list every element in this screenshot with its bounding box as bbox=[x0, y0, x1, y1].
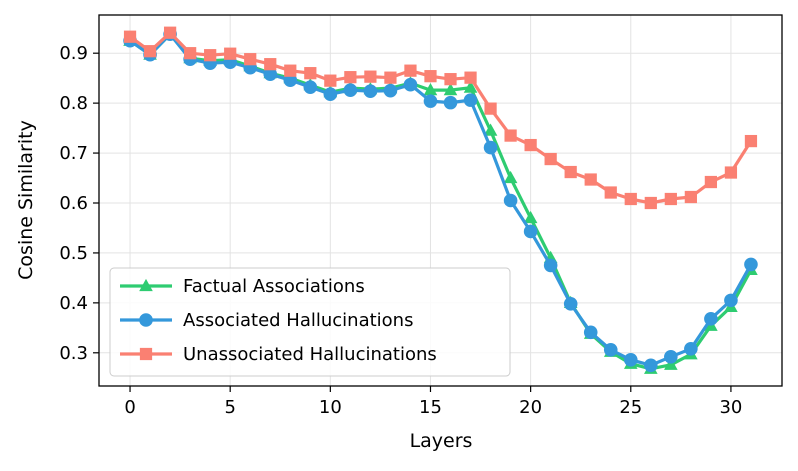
data-point bbox=[444, 73, 457, 86]
y-tick-label: 0.5 bbox=[59, 243, 88, 264]
data-point bbox=[644, 196, 657, 210]
data-point bbox=[744, 257, 758, 272]
data-point bbox=[143, 45, 157, 58]
data-point bbox=[504, 129, 517, 142]
x-tick-label: 15 bbox=[419, 397, 442, 418]
data-point bbox=[704, 312, 718, 326]
series-line bbox=[129, 31, 753, 205]
data-point bbox=[523, 224, 538, 239]
data-point bbox=[724, 166, 738, 179]
data-point bbox=[463, 93, 478, 107]
data-point bbox=[583, 325, 598, 340]
data-point bbox=[163, 26, 177, 39]
data-point bbox=[503, 193, 518, 208]
data-point bbox=[423, 94, 438, 108]
legend-marker bbox=[139, 347, 153, 361]
data-point bbox=[664, 192, 677, 206]
x-tick-label: 5 bbox=[224, 397, 235, 418]
data-point bbox=[443, 83, 458, 96]
y-tick-label: 0.4 bbox=[59, 293, 88, 314]
legend-label: Unassociated Hallucinations bbox=[183, 344, 437, 365]
x-tick-label: 10 bbox=[319, 397, 342, 418]
legend-label: Factual Associations bbox=[183, 276, 365, 297]
x-tick-label: 30 bbox=[719, 397, 742, 418]
data-point bbox=[364, 70, 377, 83]
data-point bbox=[464, 71, 477, 84]
data-point bbox=[303, 80, 318, 94]
data-point bbox=[443, 95, 458, 110]
x-tick-label: 0 bbox=[124, 397, 135, 418]
data-point bbox=[284, 64, 297, 77]
data-point bbox=[264, 58, 277, 71]
y-axis: 0.3 0.4 0.5 0.6 0.7 0.8 0.9 bbox=[59, 43, 99, 364]
data-point bbox=[644, 358, 658, 373]
data-point bbox=[244, 53, 257, 66]
data-point bbox=[403, 77, 418, 92]
data-point bbox=[344, 71, 357, 84]
y-tick-label: 0.9 bbox=[59, 43, 88, 64]
x-tick-label: 25 bbox=[619, 397, 642, 418]
y-tick-label: 0.6 bbox=[59, 193, 88, 214]
legend-label: Associated Hallucinations bbox=[183, 310, 413, 331]
data-point bbox=[423, 83, 438, 96]
data-point bbox=[664, 349, 678, 364]
x-axis: 0 5 10 15 20 25 30 bbox=[124, 386, 742, 418]
data-point bbox=[224, 47, 237, 60]
data-point bbox=[343, 83, 358, 97]
x-tick-label: 20 bbox=[519, 397, 542, 418]
data-point bbox=[463, 80, 478, 93]
data-point bbox=[724, 293, 738, 308]
data-point bbox=[204, 49, 217, 62]
data-point bbox=[263, 67, 278, 81]
data-point bbox=[523, 210, 538, 224]
data-point bbox=[483, 140, 498, 155]
legend-box bbox=[109, 267, 511, 377]
data-point bbox=[503, 170, 518, 184]
data-point bbox=[603, 342, 618, 357]
data-point bbox=[623, 352, 638, 367]
data-point bbox=[424, 70, 437, 83]
data-point bbox=[483, 123, 498, 136]
legend-marker bbox=[139, 313, 153, 327]
data-point bbox=[363, 84, 378, 98]
data-point bbox=[544, 152, 557, 166]
legend-marker bbox=[139, 278, 153, 292]
legend-item: Associated Hallucinations bbox=[120, 310, 413, 331]
data-point bbox=[563, 297, 578, 311]
data-point bbox=[744, 134, 758, 148]
y-tick-label: 0.8 bbox=[59, 93, 88, 114]
legend-item: Factual Associations bbox=[120, 276, 365, 297]
series-layer bbox=[123, 26, 758, 374]
data-point bbox=[384, 71, 397, 84]
data-point bbox=[484, 102, 497, 115]
legend-item: Unassociated Hallucinations bbox=[120, 344, 437, 365]
data-point bbox=[624, 192, 637, 206]
data-point bbox=[684, 190, 697, 204]
data-point bbox=[584, 173, 597, 186]
data-point bbox=[704, 175, 718, 189]
plot-frame bbox=[98, 14, 783, 387]
data-point bbox=[383, 83, 398, 98]
data-point bbox=[184, 47, 197, 60]
data-point bbox=[304, 67, 317, 80]
series-3 bbox=[123, 26, 758, 210]
legend: Factual Associations Associated Hallucina… bbox=[109, 267, 511, 377]
data-point bbox=[323, 87, 338, 101]
data-point bbox=[524, 138, 537, 152]
x-axis-label: Layers bbox=[410, 430, 473, 452]
data-point bbox=[324, 74, 337, 87]
data-point bbox=[684, 342, 698, 356]
y-tick-label: 0.7 bbox=[59, 143, 88, 164]
data-point bbox=[123, 30, 137, 43]
data-point bbox=[564, 165, 577, 179]
data-point bbox=[404, 64, 417, 77]
y-tick-label: 0.3 bbox=[59, 343, 88, 364]
y-axis-label: Cosine Similarity bbox=[15, 120, 37, 280]
data-point bbox=[664, 357, 678, 370]
data-point bbox=[604, 186, 617, 199]
data-point bbox=[543, 258, 558, 273]
